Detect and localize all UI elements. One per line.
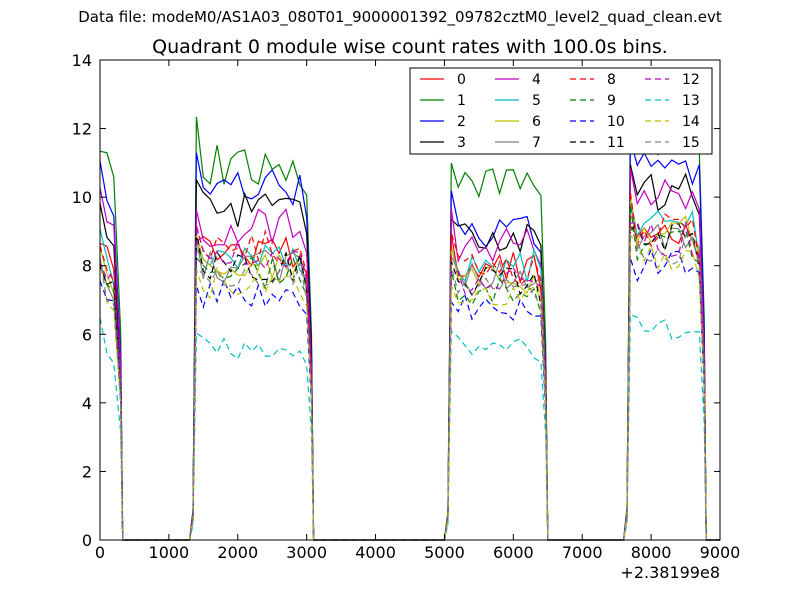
series-line-10 xyxy=(99,247,720,541)
legend-label-14: 14 xyxy=(682,114,700,130)
series-line-7 xyxy=(99,203,720,541)
x-tick-label: 9000 xyxy=(700,543,741,562)
legend-label-9: 9 xyxy=(607,93,616,109)
legend-label-12: 12 xyxy=(682,72,700,88)
legend-label-3: 3 xyxy=(457,135,466,151)
series-line-3 xyxy=(99,164,720,541)
x-tick-label: 0 xyxy=(95,543,105,562)
x-tick-label: 3000 xyxy=(286,543,327,562)
y-tick-label: 14 xyxy=(72,51,92,70)
x-tick-label: 5000 xyxy=(424,543,465,562)
series-line-11 xyxy=(99,223,720,541)
legend-label-8: 8 xyxy=(607,72,616,88)
series-line-2 xyxy=(99,139,720,541)
legend-label-10: 10 xyxy=(607,114,625,130)
x-tick-label: 1000 xyxy=(149,543,190,562)
legend-label-5: 5 xyxy=(532,93,541,109)
chart-title: Quadrant 0 module wise count rates with … xyxy=(152,36,668,58)
x-tick-label: 6000 xyxy=(493,543,534,562)
plot-lines xyxy=(99,110,720,541)
legend-label-11: 11 xyxy=(607,135,625,151)
x-axis-offset-label: +2.38199e8 xyxy=(620,563,720,582)
y-tick-label: 2 xyxy=(82,462,92,481)
figure-suptitle: Data file: modeM0/AS1A03_080T01_90000013… xyxy=(78,8,722,26)
legend-label-6: 6 xyxy=(532,114,541,130)
legend-label-1: 1 xyxy=(457,93,466,109)
x-tick-label: 2000 xyxy=(217,543,258,562)
y-tick-label: 12 xyxy=(72,120,92,139)
legend-label-15: 15 xyxy=(682,135,700,151)
series-line-4 xyxy=(99,168,720,541)
x-tick-label: 4000 xyxy=(355,543,396,562)
legend-label-2: 2 xyxy=(457,114,466,130)
y-tick-label: 10 xyxy=(72,188,92,207)
legend-label-7: 7 xyxy=(532,135,541,151)
y-tick-label: 8 xyxy=(82,257,92,276)
legend-label-4: 4 xyxy=(532,72,541,88)
legend-label-0: 0 xyxy=(457,72,466,88)
axis-ticks: 0 1000 2000 3000 4000 5000 6000 7000 8000 9000 0 2 4… xyxy=(72,51,741,562)
y-tick-label: 0 xyxy=(82,531,92,550)
series-line-9 xyxy=(99,204,720,541)
legend-label-13: 13 xyxy=(682,93,700,109)
y-tick-label: 4 xyxy=(82,394,92,413)
x-tick-label: 7000 xyxy=(562,543,603,562)
y-tick-label: 6 xyxy=(82,325,92,344)
x-tick-label: 8000 xyxy=(631,543,672,562)
axes-frame xyxy=(99,59,721,541)
legend-box xyxy=(409,67,713,155)
series-line-8 xyxy=(99,192,720,541)
series-line-12 xyxy=(99,221,720,541)
